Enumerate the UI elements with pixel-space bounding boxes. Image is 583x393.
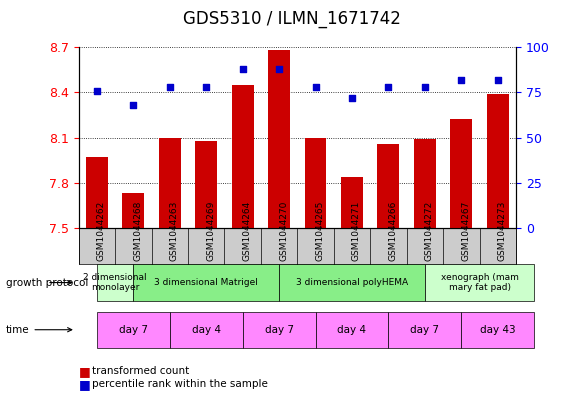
Point: [384, 84, 393, 90]
Bar: [414, 139, 436, 228]
Text: day 7: day 7: [265, 325, 294, 335]
Text: day 7: day 7: [410, 325, 440, 335]
Point: [456, 77, 466, 83]
Point: [165, 84, 174, 90]
Point: [420, 84, 430, 90]
Bar: [86, 157, 108, 228]
Text: day 4: day 4: [338, 325, 367, 335]
Point: [275, 66, 284, 72]
Text: GSM1044269: GSM1044269: [206, 200, 215, 261]
Text: growth protocol: growth protocol: [6, 277, 88, 288]
Text: GSM1044270: GSM1044270: [279, 200, 288, 261]
Text: day 7: day 7: [119, 325, 148, 335]
Bar: [195, 141, 217, 228]
Bar: [268, 50, 290, 228]
Bar: [341, 177, 363, 228]
Point: [238, 66, 247, 72]
Text: 3 dimensional polyHEMA: 3 dimensional polyHEMA: [296, 278, 408, 287]
Bar: [450, 119, 472, 228]
Point: [202, 84, 211, 90]
Text: GSM1044265: GSM1044265: [315, 200, 325, 261]
Text: transformed count: transformed count: [92, 366, 189, 376]
Text: GDS5310 / ILMN_1671742: GDS5310 / ILMN_1671742: [182, 10, 401, 28]
Text: xenograph (mam
mary fat pad): xenograph (mam mary fat pad): [441, 273, 518, 292]
Bar: [487, 94, 508, 228]
Bar: [232, 85, 254, 228]
Bar: [304, 138, 326, 228]
Point: [311, 84, 320, 90]
Point: [92, 87, 101, 94]
Point: [493, 77, 503, 83]
Text: GSM1044266: GSM1044266: [388, 200, 398, 261]
Point: [347, 95, 357, 101]
Text: GSM1044264: GSM1044264: [243, 200, 252, 261]
Text: 2 dimensional
monolayer: 2 dimensional monolayer: [83, 273, 147, 292]
Text: GSM1044263: GSM1044263: [170, 200, 179, 261]
Bar: [378, 143, 399, 228]
Bar: [122, 193, 144, 228]
Point: [129, 102, 138, 108]
Text: GSM1044272: GSM1044272: [425, 200, 434, 261]
Text: 3 dimensional Matrigel: 3 dimensional Matrigel: [154, 278, 258, 287]
Text: GSM1044267: GSM1044267: [461, 200, 470, 261]
Text: GSM1044262: GSM1044262: [97, 200, 106, 261]
Text: day 43: day 43: [480, 325, 515, 335]
Text: GSM1044268: GSM1044268: [134, 200, 142, 261]
Text: time: time: [6, 325, 72, 335]
Text: ■: ■: [79, 365, 90, 378]
Text: day 4: day 4: [192, 325, 221, 335]
Text: GSM1044273: GSM1044273: [498, 200, 507, 261]
Text: GSM1044271: GSM1044271: [352, 200, 361, 261]
Bar: [159, 138, 181, 228]
Text: percentile rank within the sample: percentile rank within the sample: [92, 379, 268, 389]
Text: ■: ■: [79, 378, 90, 391]
